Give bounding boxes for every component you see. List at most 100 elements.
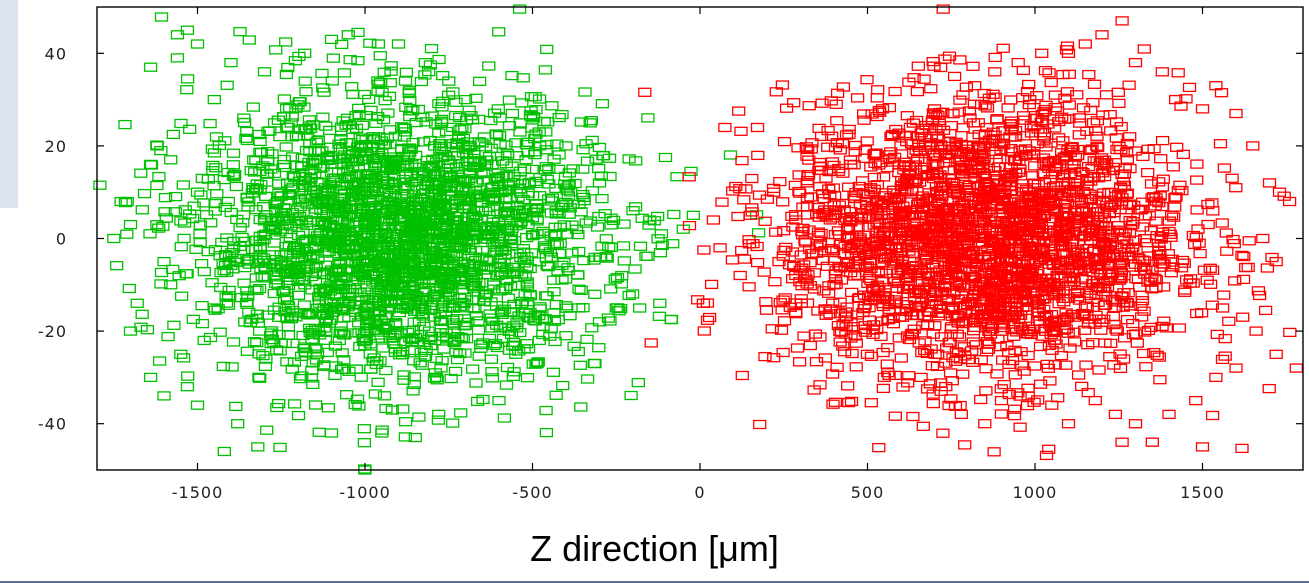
green-point xyxy=(334,135,348,145)
green-point xyxy=(499,380,514,390)
green-point xyxy=(93,180,107,190)
green-point xyxy=(516,73,530,83)
green-point xyxy=(525,164,539,175)
green-point xyxy=(723,150,738,160)
green-point xyxy=(548,336,562,347)
green-point xyxy=(309,137,324,147)
green-point xyxy=(503,234,518,244)
green-point xyxy=(197,335,211,346)
green-point xyxy=(532,191,547,201)
red-point xyxy=(792,357,807,367)
green-point xyxy=(386,206,401,216)
green-point xyxy=(478,289,492,299)
green-point xyxy=(251,442,265,452)
red-point xyxy=(1130,338,1144,348)
green-point xyxy=(158,192,173,203)
green-point xyxy=(280,313,294,324)
green-point xyxy=(530,358,544,368)
green-point xyxy=(276,112,291,122)
green-point xyxy=(352,110,366,120)
green-point xyxy=(532,335,546,346)
green-point xyxy=(388,344,403,354)
green-point xyxy=(440,255,454,266)
red-point xyxy=(1033,379,1048,389)
green-point xyxy=(157,256,171,267)
green-point xyxy=(395,224,409,235)
green-point xyxy=(239,133,253,143)
green-point xyxy=(325,76,339,86)
red-point xyxy=(1044,77,1058,88)
green-point xyxy=(573,360,587,370)
green-point xyxy=(250,338,264,348)
red-point xyxy=(953,95,967,105)
green-point xyxy=(324,428,339,438)
green-point xyxy=(257,67,272,77)
green-point xyxy=(248,167,262,177)
red-point xyxy=(1141,325,1156,336)
green-point xyxy=(286,338,300,349)
red-point xyxy=(849,362,863,372)
green-point xyxy=(170,53,185,63)
green-point xyxy=(595,241,609,251)
slide-side-panel xyxy=(0,0,18,208)
green-point xyxy=(258,273,272,283)
red-point xyxy=(881,343,895,353)
green-point xyxy=(154,145,168,156)
green-point xyxy=(626,206,640,216)
green-point xyxy=(412,316,427,327)
green-point xyxy=(322,219,337,229)
green-point xyxy=(507,171,521,182)
green-point xyxy=(411,337,425,347)
green-point xyxy=(180,25,195,35)
red-point xyxy=(1016,111,1031,121)
red-point xyxy=(1048,90,1063,100)
green-point xyxy=(558,274,573,284)
green-point xyxy=(407,208,421,219)
green-point xyxy=(371,39,386,49)
green-point xyxy=(388,177,402,187)
red-point xyxy=(888,411,902,421)
green-point xyxy=(350,394,365,404)
green-point xyxy=(418,215,432,226)
green-point xyxy=(559,141,573,151)
green-point xyxy=(472,76,487,86)
green-point xyxy=(485,194,500,205)
green-point xyxy=(282,213,296,223)
green-point xyxy=(354,372,368,382)
green-point xyxy=(538,65,553,75)
green-point xyxy=(291,410,306,421)
green-point xyxy=(190,187,205,197)
green-point xyxy=(428,141,442,151)
green-point xyxy=(502,95,517,105)
green-point xyxy=(559,301,573,311)
green-point xyxy=(528,147,543,157)
green-point xyxy=(628,264,642,274)
green-point xyxy=(392,307,406,318)
green-point xyxy=(533,141,547,151)
green-point xyxy=(572,246,586,257)
green-point xyxy=(386,154,400,165)
green-point xyxy=(508,340,522,350)
red-point xyxy=(742,282,756,292)
green-point xyxy=(523,291,538,301)
red-point xyxy=(796,202,810,212)
green-point xyxy=(517,247,531,257)
green-point xyxy=(411,252,426,263)
green-point xyxy=(463,156,477,167)
green-point xyxy=(356,155,370,165)
red-point xyxy=(768,277,782,287)
green-point xyxy=(402,144,416,154)
green-point xyxy=(578,87,592,97)
green-point xyxy=(587,255,601,265)
green-point xyxy=(434,363,448,373)
green-point xyxy=(337,355,351,365)
green-point xyxy=(280,292,294,302)
green-point xyxy=(383,298,397,308)
green-point xyxy=(276,264,290,274)
green-point xyxy=(400,200,414,210)
green-point xyxy=(381,237,396,248)
green-point xyxy=(233,223,247,233)
green-point xyxy=(629,156,643,166)
green-point xyxy=(363,38,377,48)
green-point xyxy=(152,171,166,182)
